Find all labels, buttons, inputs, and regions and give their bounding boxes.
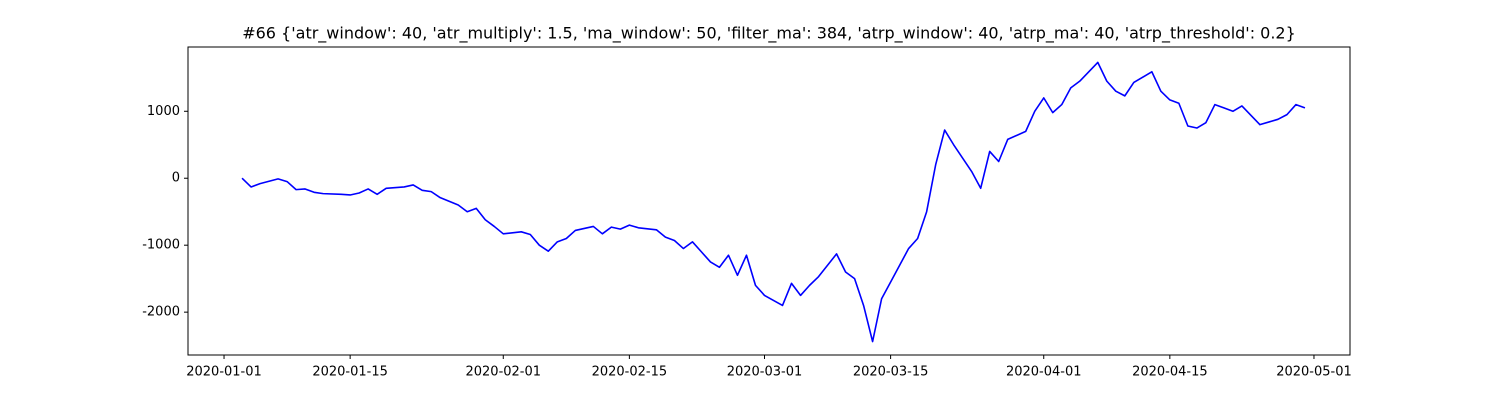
x-tick-label: 2020-03-01: [727, 365, 803, 380]
axes-frame: [187, 46, 1351, 356]
x-tick-label: 2020-04-01: [1006, 365, 1082, 380]
chart-title: #66 {'atr_window': 40, 'atr_multiply': 1…: [242, 24, 1296, 44]
y-tick-label: -1000: [142, 238, 180, 253]
x-tick-label: 2020-02-01: [465, 365, 541, 380]
y-tick-label: -2000: [142, 305, 180, 320]
y-tick-label: 1000: [147, 104, 180, 119]
line-series: [241, 61, 1306, 343]
x-tick-label: 2020-05-01: [1276, 365, 1352, 380]
x-tick-label: 2020-01-15: [312, 365, 388, 380]
x-tick-label: 2020-02-15: [592, 365, 668, 380]
x-tick-label: 2020-03-15: [853, 365, 929, 380]
x-tick-label: 2020-01-01: [186, 365, 262, 380]
x-tick-label: 2020-04-15: [1132, 365, 1208, 380]
y-tick-label: 0: [172, 171, 180, 186]
